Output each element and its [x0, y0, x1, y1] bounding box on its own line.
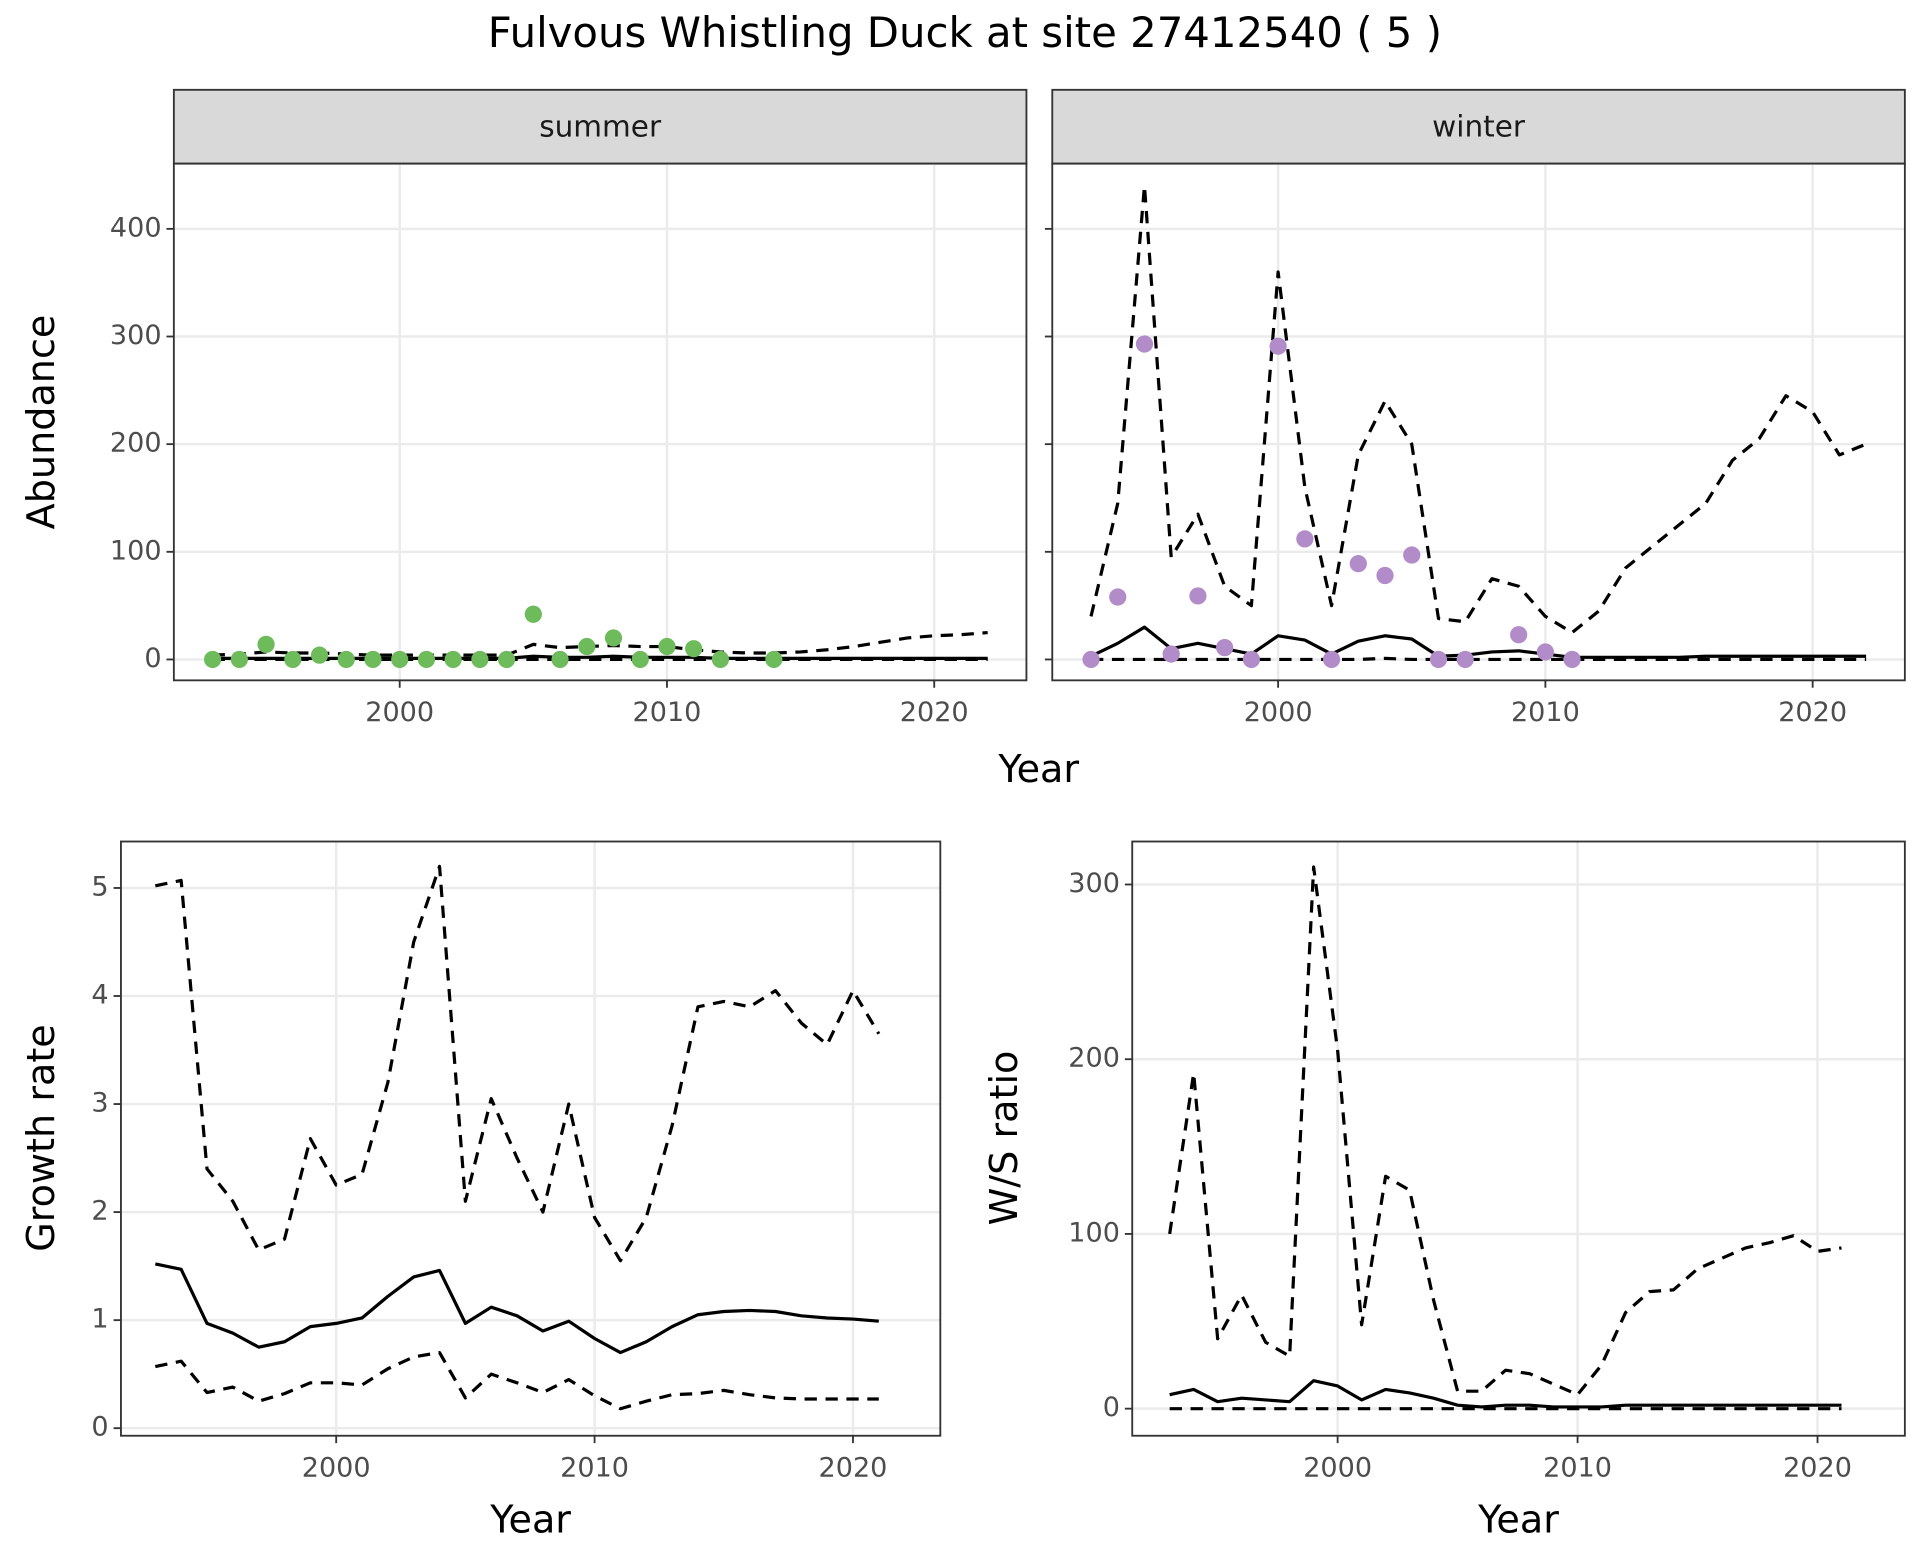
panel-border: [1131, 840, 1906, 1437]
facet-title: summer: [539, 109, 662, 143]
data-point: [658, 637, 676, 656]
x-tick-label: 2000: [1244, 697, 1313, 728]
panel-background: [120, 841, 941, 1436]
x-tick-label: 2010: [560, 1452, 629, 1483]
y-axis-title: Growth rate: [19, 1024, 63, 1252]
data-point: [631, 650, 649, 669]
data-point: [685, 640, 703, 658]
data-point: [1563, 650, 1581, 669]
interval-line: [1089, 184, 1867, 635]
data-point: [203, 650, 222, 669]
data-point: [417, 650, 436, 669]
data-point: [604, 629, 623, 647]
data-point: [1162, 645, 1180, 663]
data-point: [711, 650, 730, 669]
y-tick-label: 0: [144, 643, 161, 674]
x-tick-label: 2020: [1783, 1452, 1852, 1483]
y-tick-label: 4: [91, 980, 108, 1011]
y-tick-label: 3: [91, 1088, 108, 1119]
data-point: [257, 635, 275, 654]
x-axis-title: Year: [489, 1497, 571, 1541]
data-point: [497, 650, 516, 669]
data-point: [1536, 643, 1554, 661]
data-point: [1216, 639, 1234, 657]
x-tick-label: 2010: [1543, 1452, 1612, 1483]
facet-strip: [172, 88, 1028, 165]
y-tick-label: 300: [1068, 868, 1120, 899]
x-tick-label: 2010: [1511, 697, 1580, 728]
data-point: [337, 650, 355, 669]
panel-border: [120, 840, 942, 1437]
estimate-line: [154, 1262, 879, 1355]
interval-line: [1091, 656, 1867, 662]
y-tick-label: 200: [110, 428, 162, 459]
panel-border: [1051, 162, 1906, 682]
interval-line: [154, 1350, 879, 1411]
x-tick-label: 2020: [900, 697, 969, 728]
data-point: [1135, 335, 1154, 353]
panel-background: [1052, 163, 1905, 681]
y-tick-label: 2: [91, 1196, 108, 1227]
y-tick-label: 300: [110, 320, 162, 351]
data-point: [1403, 546, 1421, 564]
x-axis-title: Year: [1477, 1497, 1559, 1541]
x-tick-label: 2020: [1778, 697, 1847, 728]
data-point: [1189, 587, 1207, 605]
data-point: [471, 650, 489, 669]
data-point: [444, 650, 462, 669]
y-axis-title: Abundance: [19, 315, 63, 530]
data-point: [391, 650, 409, 669]
data-point: [551, 650, 569, 669]
data-point: [1109, 588, 1127, 606]
data-point: [1376, 566, 1394, 585]
data-point: [1082, 650, 1100, 669]
x-tick-label: 2000: [365, 697, 434, 728]
data-point: [230, 650, 248, 669]
y-tick-label: 100: [1068, 1217, 1120, 1248]
y-tick-label: 0: [91, 1412, 108, 1443]
data-point: [1322, 650, 1341, 669]
y-tick-label: 5: [91, 871, 108, 902]
interval-line: [154, 864, 881, 1263]
figure-title: Fulvous Whistling Duck at site 27412540 …: [488, 8, 1442, 57]
y-tick-label: 400: [110, 212, 162, 243]
panel-background: [1132, 841, 1905, 1436]
y-tick-label: 0: [1103, 1392, 1120, 1423]
panel-border: [172, 162, 1028, 682]
x-tick-label: 2020: [819, 1452, 888, 1483]
data-point: [524, 605, 542, 623]
panel-background: [173, 163, 1027, 681]
facet-strip: [1051, 88, 1906, 165]
estimate-line: [1169, 1379, 1842, 1409]
y-tick-label: 1: [91, 1304, 108, 1335]
data-point: [1269, 337, 1287, 355]
x-axis-title: Year: [997, 747, 1079, 791]
y-axis-title: W/S ratio: [982, 1051, 1026, 1226]
y-tick-label: 100: [110, 535, 162, 566]
data-point: [1296, 530, 1314, 548]
data-point: [578, 637, 596, 656]
data-point: [364, 650, 382, 669]
data-point: [1349, 555, 1367, 573]
data-point: [1429, 650, 1448, 669]
x-tick-label: 2000: [302, 1452, 371, 1483]
data-point: [1456, 650, 1474, 669]
x-tick-label: 2010: [633, 697, 702, 728]
data-point: [1242, 650, 1260, 669]
data-point: [284, 650, 302, 669]
data-point: [1510, 626, 1528, 644]
y-tick-label: 200: [1068, 1043, 1120, 1074]
data-point: [310, 646, 329, 664]
interval-line: [1168, 865, 1842, 1397]
data-point: [765, 650, 783, 669]
facet-title: winter: [1432, 109, 1526, 143]
x-tick-label: 2000: [1303, 1452, 1372, 1483]
